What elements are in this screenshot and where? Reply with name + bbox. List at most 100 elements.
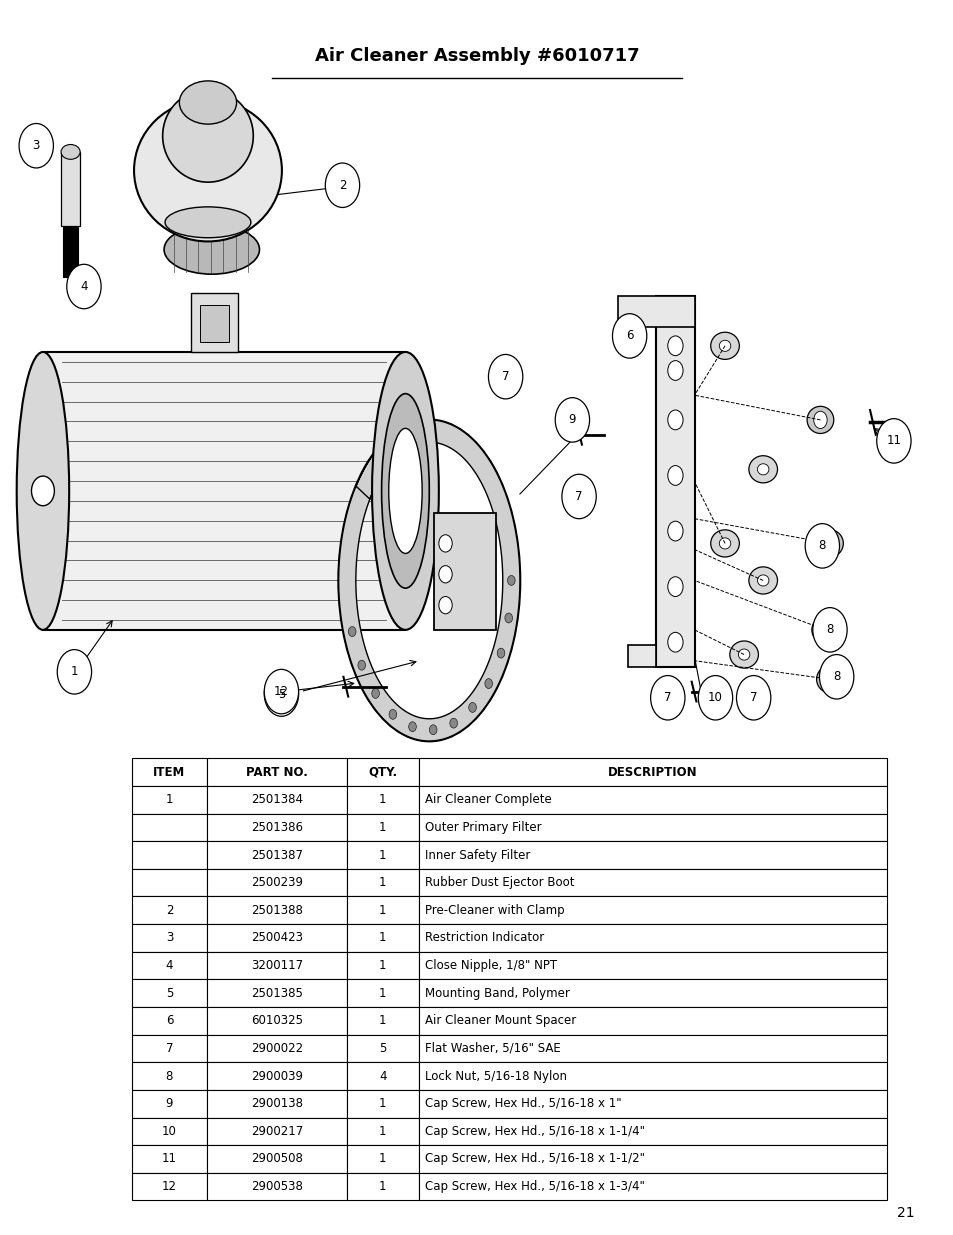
Bar bbox=[207, 814, 347, 841]
Text: Inner Safety Filter: Inner Safety Filter bbox=[425, 848, 530, 862]
Text: 1: 1 bbox=[378, 876, 386, 889]
Bar bbox=[347, 1035, 418, 1062]
Ellipse shape bbox=[748, 567, 777, 594]
Text: 21: 21 bbox=[897, 1205, 914, 1220]
Ellipse shape bbox=[816, 530, 842, 557]
Circle shape bbox=[450, 719, 457, 729]
Bar bbox=[207, 897, 347, 924]
Circle shape bbox=[504, 613, 512, 622]
Text: 1: 1 bbox=[378, 1181, 386, 1193]
Ellipse shape bbox=[16, 352, 69, 630]
Ellipse shape bbox=[757, 574, 768, 585]
Bar bbox=[418, 1062, 886, 1089]
Bar bbox=[418, 1007, 886, 1035]
Circle shape bbox=[818, 621, 831, 638]
Text: 5: 5 bbox=[166, 987, 172, 999]
Text: 1: 1 bbox=[378, 987, 386, 999]
Ellipse shape bbox=[738, 650, 749, 661]
Circle shape bbox=[612, 314, 646, 358]
Text: 6: 6 bbox=[625, 330, 633, 342]
Ellipse shape bbox=[381, 394, 429, 588]
Circle shape bbox=[264, 672, 298, 716]
Bar bbox=[132, 869, 207, 897]
Text: 6010325: 6010325 bbox=[251, 1014, 303, 1028]
Text: 2500423: 2500423 bbox=[251, 931, 303, 945]
Text: 1: 1 bbox=[166, 793, 173, 806]
Bar bbox=[207, 1007, 347, 1035]
Text: 3200117: 3200117 bbox=[251, 960, 303, 972]
Bar bbox=[656, 296, 694, 667]
Circle shape bbox=[822, 535, 836, 552]
Text: 8: 8 bbox=[832, 671, 840, 683]
Bar bbox=[63, 227, 78, 277]
Text: 9: 9 bbox=[166, 1097, 173, 1110]
Circle shape bbox=[667, 361, 682, 380]
Circle shape bbox=[736, 676, 770, 720]
Bar bbox=[132, 1062, 207, 1089]
Bar bbox=[207, 952, 347, 979]
Text: 8: 8 bbox=[825, 624, 833, 636]
Bar bbox=[418, 952, 886, 979]
Text: 2500239: 2500239 bbox=[251, 876, 303, 889]
Bar bbox=[418, 814, 886, 841]
Bar bbox=[347, 952, 418, 979]
Bar bbox=[347, 1062, 418, 1089]
Text: 8: 8 bbox=[818, 540, 825, 552]
Ellipse shape bbox=[388, 429, 421, 553]
Circle shape bbox=[813, 411, 826, 429]
Circle shape bbox=[325, 163, 359, 207]
Bar bbox=[418, 1035, 886, 1062]
Text: 1: 1 bbox=[378, 960, 386, 972]
Text: 1: 1 bbox=[378, 848, 386, 862]
Ellipse shape bbox=[372, 352, 438, 630]
Bar bbox=[132, 758, 207, 785]
Bar bbox=[132, 1118, 207, 1145]
Text: Pre-Cleaner with Clamp: Pre-Cleaner with Clamp bbox=[425, 904, 564, 916]
Bar bbox=[418, 1173, 886, 1200]
Bar bbox=[418, 785, 886, 814]
Text: 11: 11 bbox=[162, 1152, 176, 1166]
Ellipse shape bbox=[133, 100, 282, 242]
Bar bbox=[347, 785, 418, 814]
Text: ITEM: ITEM bbox=[153, 766, 186, 778]
Bar bbox=[132, 897, 207, 924]
Text: 5: 5 bbox=[277, 688, 285, 700]
Circle shape bbox=[667, 577, 682, 597]
Text: 3: 3 bbox=[166, 931, 172, 945]
Bar bbox=[207, 785, 347, 814]
Text: 2900138: 2900138 bbox=[251, 1097, 303, 1110]
Bar bbox=[347, 1145, 418, 1173]
Text: 2900022: 2900022 bbox=[251, 1042, 303, 1055]
Circle shape bbox=[408, 721, 416, 731]
Text: 1: 1 bbox=[378, 1014, 386, 1028]
Bar bbox=[132, 1089, 207, 1118]
Text: 12: 12 bbox=[162, 1181, 176, 1193]
Text: 5: 5 bbox=[378, 1042, 386, 1055]
Text: 2: 2 bbox=[166, 904, 173, 916]
Text: Cap Screw, Hex Hd., 5/16-18 x 1-1/2": Cap Screw, Hex Hd., 5/16-18 x 1-1/2" bbox=[425, 1152, 645, 1166]
Ellipse shape bbox=[710, 332, 739, 359]
Ellipse shape bbox=[165, 207, 251, 238]
Text: 2900217: 2900217 bbox=[251, 1125, 303, 1137]
Text: 3: 3 bbox=[32, 140, 40, 152]
Text: 4: 4 bbox=[166, 960, 173, 972]
Circle shape bbox=[804, 524, 839, 568]
Text: QTY.: QTY. bbox=[368, 766, 397, 778]
Text: 2: 2 bbox=[338, 179, 346, 191]
Text: Close Nipple, 1/8" NPT: Close Nipple, 1/8" NPT bbox=[425, 960, 557, 972]
Circle shape bbox=[57, 650, 91, 694]
Ellipse shape bbox=[757, 463, 768, 474]
Circle shape bbox=[561, 474, 596, 519]
Bar bbox=[418, 1118, 886, 1145]
Bar bbox=[132, 1145, 207, 1173]
Text: Mounting Band, Polymer: Mounting Band, Polymer bbox=[425, 987, 570, 999]
Bar bbox=[207, 841, 347, 869]
Bar bbox=[347, 897, 418, 924]
Circle shape bbox=[31, 475, 54, 506]
Text: 1: 1 bbox=[378, 904, 386, 916]
Circle shape bbox=[438, 566, 452, 583]
Bar bbox=[132, 1173, 207, 1200]
Circle shape bbox=[876, 419, 910, 463]
Bar bbox=[347, 869, 418, 897]
Text: Rubber Dust Ejector Boot: Rubber Dust Ejector Boot bbox=[425, 876, 575, 889]
